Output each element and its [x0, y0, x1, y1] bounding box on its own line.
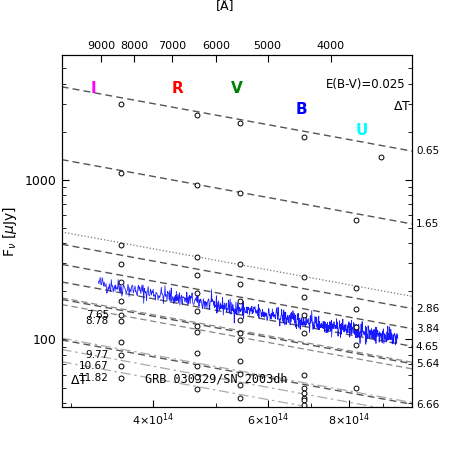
Text: 5.64: 5.64	[416, 359, 439, 369]
Text: 3.84: 3.84	[416, 324, 439, 334]
Y-axis label: F$_{\nu}$ [$\mu$Jy]: F$_{\nu}$ [$\mu$Jy]	[1, 206, 19, 256]
X-axis label: [Å]: [Å]	[216, 0, 234, 13]
Text: B: B	[296, 103, 308, 117]
Text: 2.86: 2.86	[416, 304, 439, 314]
Text: R: R	[172, 81, 183, 96]
Text: I: I	[91, 81, 96, 96]
Text: 1.65: 1.65	[416, 219, 439, 229]
Text: 6.66: 6.66	[416, 400, 439, 410]
Text: $\Delta$T: $\Delta$T	[393, 100, 411, 113]
Text: 4.65: 4.65	[416, 341, 439, 352]
Text: 11.82: 11.82	[79, 373, 109, 383]
Text: GRB 030329/SN 2003dh: GRB 030329/SN 2003dh	[145, 372, 287, 385]
Text: 0.65: 0.65	[416, 146, 439, 157]
Text: $\Delta$T: $\Delta$T	[71, 374, 89, 387]
Text: 9.77: 9.77	[86, 350, 109, 360]
Text: E(B-V)=0.025: E(B-V)=0.025	[326, 78, 405, 91]
Text: 7.65: 7.65	[86, 310, 109, 320]
Text: 10.67: 10.67	[79, 361, 109, 371]
Text: 8.78: 8.78	[86, 316, 109, 326]
Text: V: V	[231, 81, 243, 96]
Text: U: U	[356, 123, 368, 139]
